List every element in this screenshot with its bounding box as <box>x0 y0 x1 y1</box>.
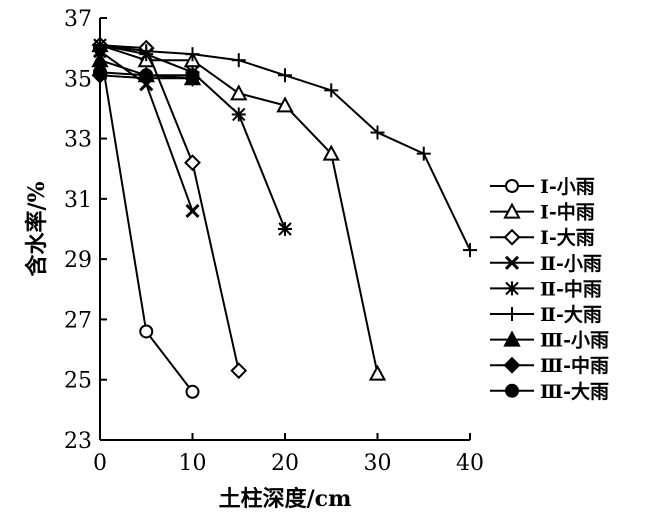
data-point <box>370 125 385 140</box>
x-tick-label: 20 <box>271 451 299 476</box>
legend-label: Ⅱ-小雨 <box>540 253 602 275</box>
x-tick-label: 10 <box>179 451 207 476</box>
legend-marker <box>503 228 521 246</box>
data-point <box>230 362 248 380</box>
legend-label: Ⅰ-大雨 <box>540 226 595 249</box>
legend-item: Ⅲ-中雨 <box>490 354 609 377</box>
x-tick-label: 40 <box>456 451 484 476</box>
data-point <box>322 144 340 161</box>
series-line <box>99 47 194 393</box>
legend-label: Ⅰ-中雨 <box>540 201 595 224</box>
legend-item: Ⅱ-小雨 <box>490 253 602 275</box>
legend-item: Ⅲ-大雨 <box>490 380 609 403</box>
legend-marker <box>504 255 520 270</box>
axes: 23 25 27 29 31 33 35 37 0 10 20 30 40 <box>64 7 484 476</box>
y-tick-label: 37 <box>64 7 92 32</box>
legend-marker <box>503 202 521 219</box>
y-tick-label: 31 <box>64 188 92 213</box>
series-9 <box>93 65 200 83</box>
legend-marker <box>505 281 519 296</box>
legend-marker <box>503 330 521 347</box>
legend-item: Ⅰ-大雨 <box>490 226 595 249</box>
data-point <box>185 203 200 218</box>
series-layer <box>91 36 477 399</box>
data-point <box>368 364 387 381</box>
data-point <box>278 222 292 236</box>
legend-label: Ⅲ-中雨 <box>540 354 609 377</box>
legend-label: Ⅱ-大雨 <box>540 303 602 326</box>
series-line <box>99 44 240 371</box>
data-point <box>185 384 200 399</box>
data-point <box>139 68 154 83</box>
data-point <box>231 107 246 122</box>
x-tick-label: 30 <box>364 451 392 476</box>
y-tick-label: 25 <box>64 369 92 394</box>
y-axis-title: 含水率/% <box>24 181 50 276</box>
legend-marker <box>503 356 521 374</box>
legend-item: Ⅱ-大雨 <box>490 303 602 326</box>
data-point <box>276 96 294 113</box>
series-3 <box>91 36 248 380</box>
data-point <box>278 68 292 83</box>
data-point <box>230 84 248 101</box>
legend-marker <box>505 307 519 321</box>
series-1 <box>93 41 200 399</box>
y-tick-label: 29 <box>64 248 92 273</box>
data-point <box>185 68 200 83</box>
data-point <box>324 83 339 98</box>
y-tick-label: 33 <box>64 128 92 153</box>
x-tick-label: 0 <box>93 451 107 476</box>
legend-item: Ⅰ-中雨 <box>490 201 595 224</box>
legend-item: Ⅲ-小雨 <box>490 330 609 352</box>
data-point <box>231 53 246 68</box>
data-point <box>93 38 107 53</box>
y-tick-label: 35 <box>64 67 92 92</box>
series-2 <box>91 36 387 381</box>
legend-item: Ⅱ-中雨 <box>490 277 602 300</box>
data-point <box>139 324 154 339</box>
y-tick-label: 23 <box>64 429 92 454</box>
legend-label: Ⅲ-大雨 <box>540 380 609 403</box>
data-point <box>185 47 200 62</box>
series-6 <box>93 38 477 258</box>
legend-marker <box>505 179 519 193</box>
data-point <box>416 146 431 161</box>
x-axis-title: 土柱深度/cm <box>219 486 352 512</box>
legend-marker <box>505 383 519 398</box>
y-tick-label: 27 <box>64 308 92 333</box>
legend-item: Ⅰ-小雨 <box>490 176 595 198</box>
data-point <box>139 44 154 59</box>
data-point <box>184 154 201 172</box>
data-point <box>463 243 477 258</box>
data-point <box>93 65 107 80</box>
legend-label: Ⅲ-小雨 <box>540 330 609 352</box>
legend-label: Ⅱ-中雨 <box>540 277 602 300</box>
legend-label: Ⅰ-小雨 <box>540 176 595 198</box>
